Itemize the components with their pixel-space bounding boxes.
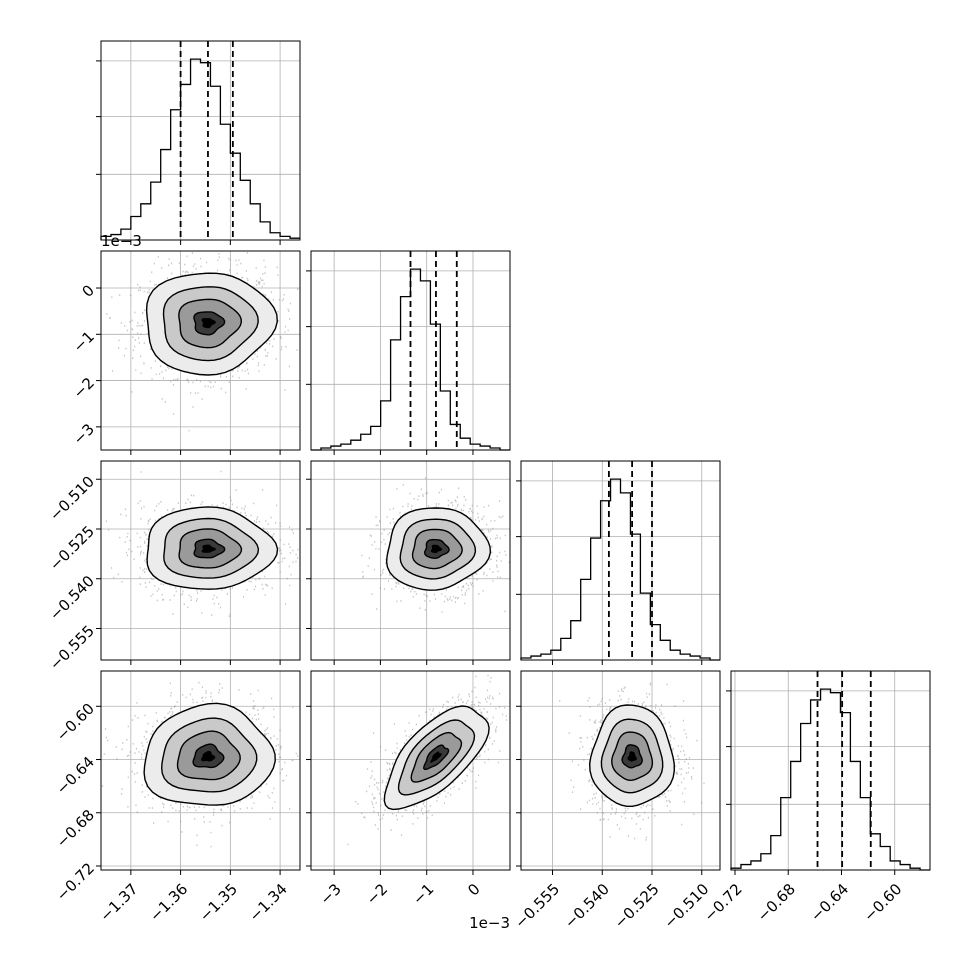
- contour-line: [143, 702, 276, 806]
- density-level: [627, 751, 637, 762]
- contour-line: [410, 731, 463, 783]
- joint-panel-p0-p3: [96, 670, 301, 875]
- y-offset-label: 1e−3: [101, 232, 142, 250]
- x-tick-label: −0.68: [754, 880, 799, 925]
- contour-line: [383, 705, 490, 811]
- histogram-step: [730, 688, 931, 871]
- contour-line: [178, 298, 243, 349]
- contour-line: [411, 528, 463, 570]
- contour-line: [423, 744, 450, 771]
- x-tick-label: −1.34: [246, 880, 291, 925]
- contour-line: [399, 518, 477, 580]
- y-tick-label: −0.64: [53, 753, 98, 798]
- x-tick-label: −0.60: [860, 880, 905, 925]
- x-tick-label: −0.555: [511, 880, 563, 932]
- x-tick-label: −1.37: [96, 880, 141, 925]
- contour-line: [588, 704, 676, 807]
- contour-line: [163, 517, 260, 579]
- y-tick-label: −0.510: [46, 473, 98, 525]
- histogram-step: [520, 478, 720, 661]
- contour-line: [600, 718, 664, 794]
- y-tick-label: −2: [70, 374, 98, 402]
- x-tick-label: −2: [363, 880, 391, 908]
- joint-panel-p0-p1: [96, 250, 301, 455]
- x-tick-label: −3: [317, 880, 345, 908]
- x-offset-label: 1e−3: [469, 914, 510, 932]
- x-tick-label: −0.72: [701, 880, 746, 925]
- x-tick-label: 0: [464, 880, 483, 899]
- contour-line: [397, 719, 476, 796]
- panel-frame: [100, 670, 301, 871]
- panel-frame: [100, 460, 301, 661]
- y-tick-label: −1: [70, 328, 98, 356]
- histogram-panel-p0: [96, 40, 301, 245]
- contour-line: [162, 286, 259, 362]
- histogram-panel-p3: [726, 670, 931, 875]
- y-tick-label: −3: [70, 420, 98, 448]
- y-tick-label: −0.68: [53, 806, 98, 851]
- contour-line: [621, 744, 643, 769]
- density-level: [430, 751, 442, 763]
- contour-line: [178, 528, 243, 569]
- y-tick-label: −0.525: [46, 522, 98, 574]
- panel-frame: [310, 250, 511, 451]
- histogram-step: [100, 58, 300, 240]
- panel-frame: [100, 40, 301, 241]
- x-tick-label: −0.64: [807, 880, 852, 925]
- histogram-panel-p1: [306, 250, 511, 455]
- contour-line: [145, 272, 279, 376]
- x-tick-label: −0.525: [611, 880, 663, 932]
- contour-line: [423, 538, 450, 560]
- y-tick-label: −0.72: [53, 859, 98, 904]
- panel-frame: [730, 670, 931, 871]
- contour-line: [193, 311, 226, 336]
- density-level: [201, 544, 216, 553]
- joint-panel-p1-p2: [306, 460, 511, 665]
- y-tick-label: −0.60: [53, 700, 98, 745]
- y-tick-label: −0.540: [46, 572, 98, 624]
- y-tick-label: 0: [79, 281, 98, 300]
- panel-frame: [310, 460, 511, 661]
- x-tick-label: −1.36: [146, 880, 191, 925]
- contour-line: [176, 730, 241, 781]
- panel-frame: [520, 670, 721, 871]
- contour-line: [611, 731, 654, 782]
- panel-frame: [100, 250, 301, 451]
- contour-line: [160, 717, 258, 793]
- x-tick-label: −1: [409, 880, 437, 908]
- contour-line: [385, 507, 492, 591]
- panel-frame: [520, 460, 721, 661]
- histogram-panel-p2: [516, 460, 721, 665]
- contour-line: [192, 743, 225, 769]
- joint-panel-p0-p2: [96, 460, 301, 665]
- joint-panel-p2-p3: [516, 670, 721, 875]
- panel-frame: [310, 670, 511, 871]
- joint-panel-p1-p3: [306, 670, 511, 875]
- density-level: [201, 318, 216, 329]
- x-tick-label: −0.540: [561, 880, 613, 932]
- x-tick-label: −1.35: [196, 880, 241, 925]
- density-level: [430, 544, 443, 554]
- x-tick-label: −0.510: [661, 880, 713, 932]
- density-level: [201, 750, 216, 762]
- y-tick-label: −0.555: [46, 622, 98, 674]
- contour-line: [146, 506, 279, 590]
- contour-line: [193, 538, 226, 559]
